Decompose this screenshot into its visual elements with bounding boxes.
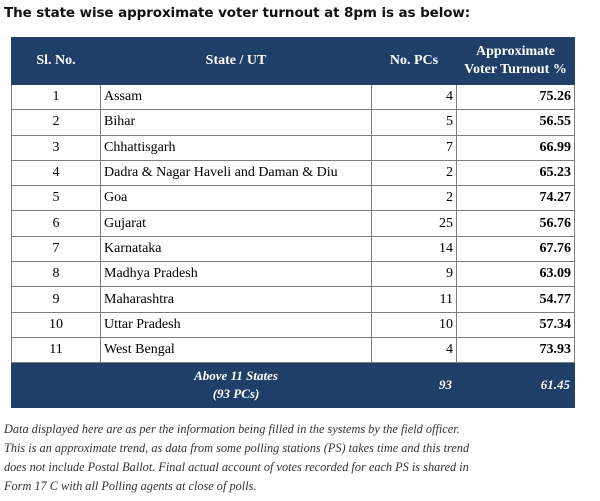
row-pcs: 7 xyxy=(371,134,457,161)
row-turnout: 57.34 xyxy=(456,311,575,338)
row-pcs: 5 xyxy=(371,109,457,136)
row-pcs: 4 xyxy=(371,83,457,111)
row-state: Dadra & Nagar Haveli and Daman & Diu xyxy=(100,159,372,187)
row-sl-no: 2 xyxy=(11,109,101,136)
page-heading: The state wise approximate voter turnout… xyxy=(4,5,471,21)
note-line: does not include Postal Ballot. Final ac… xyxy=(4,460,469,474)
total-label-line1: Above 11 States xyxy=(194,368,278,384)
table-row: 1 Assam 4 75.26 xyxy=(11,83,575,111)
row-pcs: 2 xyxy=(371,185,457,212)
table-total-row: Above 11 States (93 PCs) 93 61.45 xyxy=(11,362,575,409)
table-row: 3 Chhattisgarh 7 66.99 xyxy=(11,134,575,161)
row-pcs: 25 xyxy=(371,210,457,237)
row-turnout: 56.76 xyxy=(456,210,575,237)
row-pcs: 14 xyxy=(371,235,457,263)
header-voter-turnout-line2: Voter Turnout % xyxy=(464,62,567,77)
row-sl-no: 9 xyxy=(11,286,101,313)
row-sl-no: 11 xyxy=(11,336,101,364)
row-sl-no: 6 xyxy=(11,210,101,237)
row-turnout: 73.93 xyxy=(456,336,575,364)
row-state: Gujarat xyxy=(100,210,372,237)
disclaimer-note: Data displayed here are as per the infor… xyxy=(4,420,596,496)
row-state: Assam xyxy=(100,83,372,111)
row-turnout: 54.77 xyxy=(456,286,575,313)
table-header-row: Sl. No. State / UT No. PCs Approximate V… xyxy=(11,37,575,85)
total-label-line2: (93 PCs) xyxy=(212,386,260,402)
row-sl-no: 7 xyxy=(11,235,101,263)
row-sl-no: 1 xyxy=(11,83,101,111)
table-row: 2 Bihar 5 56.55 xyxy=(11,109,575,136)
header-voter-turnout: Approximate Voter Turnout % xyxy=(456,37,575,85)
table-row: 8 Madhya Pradesh 9 63.09 xyxy=(11,261,575,288)
row-turnout: 63.09 xyxy=(456,261,575,288)
row-turnout: 67.76 xyxy=(456,235,575,263)
row-pcs: 10 xyxy=(371,311,457,338)
row-state: Chhattisgarh xyxy=(100,134,372,161)
row-sl-no: 10 xyxy=(11,311,101,338)
table-row: 6 Gujarat 25 56.76 xyxy=(11,210,575,237)
row-state: Bihar xyxy=(100,109,372,136)
note-line: Data displayed here are as per the infor… xyxy=(4,422,460,436)
note-line: Form 17 C with all Polling agents at clo… xyxy=(4,479,257,493)
note-line: This is an approximate trend, as data fr… xyxy=(4,441,470,455)
row-state: Karnataka xyxy=(100,235,372,263)
table-row: 11 West Bengal 4 73.93 xyxy=(11,336,575,364)
row-turnout: 56.55 xyxy=(456,109,575,136)
total-spacer xyxy=(11,362,101,409)
table-row: 7 Karnataka 14 67.76 xyxy=(11,235,575,263)
table-row: 10 Uttar Pradesh 10 57.34 xyxy=(11,311,575,338)
row-pcs: 9 xyxy=(371,261,457,288)
header-no-pcs: No. PCs xyxy=(371,37,457,85)
voter-turnout-table: Sl. No. State / UT No. PCs Approximate V… xyxy=(11,37,575,409)
total-pcs: 93 xyxy=(371,362,457,409)
row-turnout: 74.27 xyxy=(456,185,575,212)
row-sl-no: 4 xyxy=(11,159,101,187)
header-voter-turnout-line1: Approximate xyxy=(475,44,556,59)
row-pcs: 11 xyxy=(371,286,457,313)
row-pcs: 2 xyxy=(371,159,457,187)
row-sl-no: 5 xyxy=(11,185,101,212)
table-row: 4 Dadra & Nagar Haveli and Daman & Diu 2 65… xyxy=(11,159,575,187)
row-state: Goa xyxy=(100,185,372,212)
row-state: Maharashtra xyxy=(100,286,372,313)
header-sl-no: Sl. No. xyxy=(11,37,101,85)
table-row: 5 Goa 2 74.27 xyxy=(11,185,575,212)
row-sl-no: 3 xyxy=(11,134,101,161)
row-turnout: 65.23 xyxy=(456,159,575,187)
row-state: Uttar Pradesh xyxy=(100,311,372,338)
row-state: Madhya Pradesh xyxy=(100,261,372,288)
total-label: Above 11 States (93 PCs) xyxy=(100,362,372,409)
row-pcs: 4 xyxy=(371,336,457,364)
table-row: 9 Maharashtra 11 54.77 xyxy=(11,286,575,313)
row-turnout: 75.26 xyxy=(456,83,575,111)
row-state: West Bengal xyxy=(100,336,372,364)
total-turnout: 61.45 xyxy=(456,362,575,409)
row-sl-no: 8 xyxy=(11,261,101,288)
row-turnout: 66.99 xyxy=(456,134,575,161)
header-state-ut: State / UT xyxy=(100,37,372,85)
